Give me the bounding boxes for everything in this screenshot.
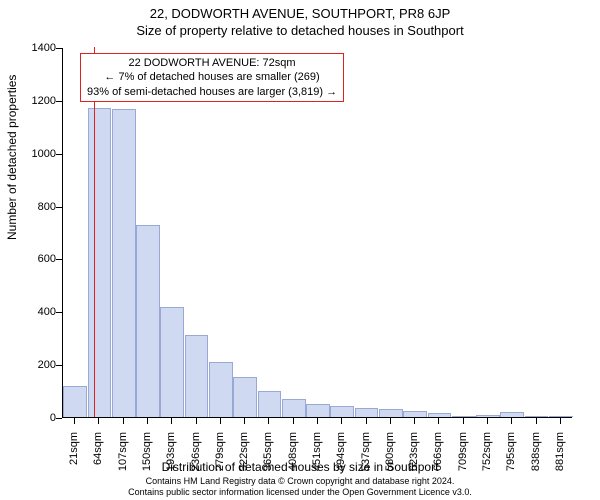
x-tick-label: 537sqm [360, 432, 372, 482]
x-tick-label: 494sqm [335, 432, 347, 482]
bar [428, 413, 452, 417]
bar [63, 386, 87, 417]
x-tick [536, 418, 537, 424]
x-tick-label: 21sqm [68, 432, 80, 482]
x-tick [293, 418, 294, 424]
x-tick [487, 418, 488, 424]
x-tick-label: 107sqm [117, 432, 129, 482]
y-tick-label: 1400 [32, 42, 56, 54]
x-tick [390, 418, 391, 424]
x-tick [171, 418, 172, 424]
x-tick-label: 365sqm [262, 432, 274, 482]
x-tick-label: 838sqm [530, 432, 542, 482]
x-tick [123, 418, 124, 424]
x-tick-label: 451sqm [311, 432, 323, 482]
bar [88, 108, 112, 417]
bar [500, 412, 524, 417]
y-tick [56, 207, 62, 208]
x-tick [74, 418, 75, 424]
bar [185, 335, 209, 417]
x-tick [341, 418, 342, 424]
bar [306, 404, 330, 417]
x-tick-label: 666sqm [432, 432, 444, 482]
x-tick-label: 64sqm [92, 432, 104, 482]
x-tick-label: 709sqm [457, 432, 469, 482]
x-tick [438, 418, 439, 424]
x-tick [98, 418, 99, 424]
chart-container: 22, DODWORTH AVENUE, SOUTHPORT, PR8 6JP … [0, 0, 600, 500]
x-tick-label: 752sqm [481, 432, 493, 482]
y-tick-label: 200 [38, 359, 56, 371]
y-tick-label: 1000 [32, 148, 56, 160]
info-box: 22 DODWORTH AVENUE: 72sqm ← 7% of detach… [80, 53, 344, 102]
x-tick [414, 418, 415, 424]
x-tick-label: 881sqm [554, 432, 566, 482]
x-tick [560, 418, 561, 424]
x-tick-label: 623sqm [408, 432, 420, 482]
bar [525, 416, 549, 417]
x-tick-label: 580sqm [384, 432, 396, 482]
y-tick [56, 312, 62, 313]
x-tick-label: 279sqm [214, 432, 226, 482]
x-tick [196, 418, 197, 424]
bar [282, 399, 306, 418]
bar [209, 362, 233, 417]
x-tick [268, 418, 269, 424]
info-line1: 22 DODWORTH AVENUE: 72sqm [87, 56, 337, 70]
bar [136, 225, 160, 417]
bar [258, 391, 282, 417]
y-tick [56, 259, 62, 260]
bar [355, 408, 379, 417]
bar [476, 415, 500, 417]
chart-title: 22, DODWORTH AVENUE, SOUTHPORT, PR8 6JP [0, 0, 600, 21]
y-tick [56, 154, 62, 155]
x-tick [147, 418, 148, 424]
y-tick [56, 101, 62, 102]
x-tick-label: 193sqm [165, 432, 177, 482]
x-tick [220, 418, 221, 424]
y-tick-label: 0 [50, 412, 56, 424]
bar [379, 409, 403, 417]
bar [549, 416, 573, 417]
bar [112, 109, 136, 417]
info-line2: ← 7% of detached houses are smaller (269… [87, 70, 337, 84]
x-tick-label: 236sqm [190, 432, 202, 482]
x-tick-label: 408sqm [287, 432, 299, 482]
bar [233, 377, 257, 417]
bar [330, 406, 354, 417]
y-tick-label: 600 [38, 253, 56, 265]
reference-line [94, 47, 95, 417]
x-tick [317, 418, 318, 424]
y-tick [56, 48, 62, 49]
y-tick-label: 1200 [32, 95, 56, 107]
y-tick-label: 800 [38, 201, 56, 213]
x-tick-label: 150sqm [141, 432, 153, 482]
bar [160, 307, 184, 417]
x-tick [511, 418, 512, 424]
info-line3: 93% of semi-detached houses are larger (… [87, 85, 337, 99]
x-tick-label: 322sqm [238, 432, 250, 482]
y-tick [56, 418, 62, 419]
x-tick [463, 418, 464, 424]
y-axis-title: Number of detached properties [5, 75, 19, 240]
x-tick [366, 418, 367, 424]
y-tick [56, 365, 62, 366]
x-tick-label: 795sqm [505, 432, 517, 482]
bar [452, 416, 476, 417]
chart-subtitle: Size of property relative to detached ho… [0, 21, 600, 38]
bar [403, 411, 427, 417]
x-tick [244, 418, 245, 424]
footer-line2: Contains public sector information licen… [0, 487, 600, 498]
plot-area [62, 48, 572, 418]
y-tick-label: 400 [38, 306, 56, 318]
